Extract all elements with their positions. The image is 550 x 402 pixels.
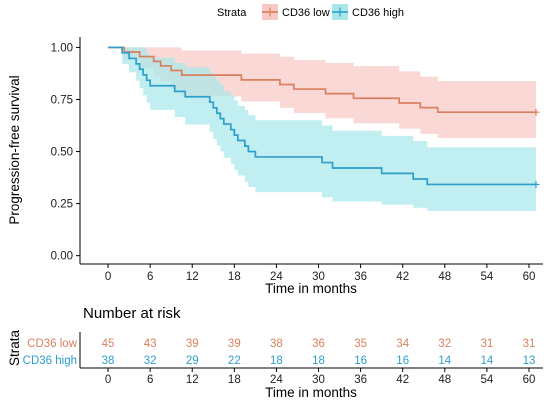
x-tick-label: 12 (186, 271, 199, 283)
risk-x-tick-label: 30 (312, 374, 325, 386)
x-axis-ticks: 0 6 12 18 24 30 36 42 48 54 60 (105, 264, 536, 283)
legend-item-cd36-high: CD36 high (332, 4, 404, 20)
risk-cell-cd36-high: 29 (186, 355, 199, 367)
x-tick-label: 54 (480, 271, 493, 283)
risk-x-tick-label: 24 (270, 374, 283, 386)
risk-table-title: Number at risk (83, 305, 181, 322)
x-tick-label: 18 (228, 271, 241, 283)
risk-row-label-cd36-low: CD36 low (27, 338, 78, 350)
risk-x-tick-label: 6 (147, 374, 153, 386)
risk-cell-cd36-low: 31 (480, 338, 493, 350)
censor-marks (532, 108, 540, 188)
risk-cell-cd36-low: 38 (270, 338, 283, 350)
x-tick-label: 24 (270, 271, 283, 283)
risk-cell-cd36-low: 43 (144, 338, 157, 350)
risk-cell-cd36-low: 32 (438, 338, 451, 350)
legend-item-cd36-low: CD36 low (262, 4, 330, 20)
risk-cell-cd36-low: 45 (102, 338, 115, 350)
risk-cell-cd36-low: 36 (312, 338, 325, 350)
x-tick-label: 60 (523, 271, 536, 283)
y-tick-label: 0.25 (51, 199, 73, 211)
censor-mark-cd36-low (532, 108, 540, 116)
x-tick-label: 6 (147, 271, 153, 283)
ci-band-cd36-high (108, 47, 536, 211)
survival-plot: 0.00 0.25 0.50 0.75 1.00 0 6 12 18 24 30 36 42 48 54 6… (7, 37, 543, 296)
risk-cell-cd36-high: 13 (523, 355, 536, 367)
survival-curves (108, 46, 536, 186)
survival-curve-cd36-high (108, 46, 536, 186)
ci-band-cd36-low (108, 47, 536, 139)
risk-cell-cd36-high: 32 (144, 355, 157, 367)
x-tick-label: 48 (438, 271, 451, 283)
risk-table-row-labels: CD36 low CD36 high (23, 338, 78, 367)
risk-cell-cd36-high: 18 (312, 355, 325, 367)
risk-x-tick-label: 36 (354, 374, 367, 386)
risk-cell-cd36-high: 38 (102, 355, 115, 367)
x-tick-label: 36 (354, 271, 367, 283)
risk-cell-cd36-low: 31 (523, 338, 536, 350)
survival-curve-cd36-low (108, 46, 536, 114)
risk-x-tick-label: 0 (105, 374, 111, 386)
risk-cell-cd36-high: 16 (396, 355, 409, 367)
risk-cell-cd36-high: 18 (270, 355, 283, 367)
risk-cell-cd36-low: 39 (228, 338, 241, 350)
risk-x-tick-label: 60 (523, 374, 536, 386)
x-axis-title: Time in months (265, 281, 357, 296)
risk-cell-cd36-low: 35 (354, 338, 367, 350)
risk-table-y-title: Strata (7, 330, 22, 367)
y-axis-ticks: 0.00 0.25 0.50 0.75 1.00 (51, 42, 80, 263)
y-tick-label: 0.75 (51, 94, 73, 106)
legend-label-cd36-low: CD36 low (282, 7, 330, 19)
y-tick-label: 1.00 (51, 42, 73, 54)
risk-cell-cd36-low: 34 (396, 338, 409, 350)
risk-table-x-ticks: 0 6 12 18 24 30 36 42 48 54 60 (105, 368, 536, 386)
risk-x-tick-label: 12 (186, 374, 199, 386)
risk-table-cells: 45 43 39 39 38 36 35 34 32 31 31 38 32 29 22 18 18 16 16 14… (102, 338, 536, 367)
legend-label-cd36-high: CD36 high (352, 7, 404, 19)
legend-title: Strata (217, 7, 247, 19)
x-tick-label: 0 (105, 271, 111, 283)
confidence-bands (108, 47, 536, 211)
risk-cell-cd36-high: 14 (438, 355, 451, 367)
risk-row-label-cd36-high: CD36 high (23, 355, 77, 367)
risk-cell-cd36-high: 14 (480, 355, 493, 367)
risk-table-x-title: Time in months (265, 385, 357, 400)
x-tick-label: 30 (312, 271, 325, 283)
risk-x-tick-label: 48 (438, 374, 451, 386)
y-tick-label: 0.00 (51, 251, 73, 263)
x-tick-label: 42 (396, 271, 409, 283)
legend: Strata CD36 low CD36 high (217, 4, 404, 20)
risk-cell-cd36-high: 16 (354, 355, 367, 367)
risk-x-tick-label: 54 (480, 374, 493, 386)
risk-x-tick-label: 42 (396, 374, 409, 386)
risk-cell-cd36-low: 39 (186, 338, 199, 350)
risk-x-tick-label: 18 (228, 374, 241, 386)
y-tick-label: 0.50 (51, 147, 73, 159)
censor-mark-cd36-high (532, 180, 540, 188)
y-axis-title: Progression-free survival (7, 75, 22, 224)
risk-cell-cd36-high: 22 (228, 355, 241, 367)
